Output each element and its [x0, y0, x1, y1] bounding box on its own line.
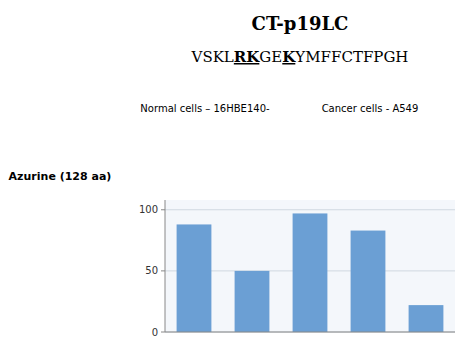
- bar: [235, 271, 270, 332]
- x-axis-line: [165, 332, 455, 333]
- annotation: Azurine (128 aa): [9, 170, 112, 183]
- bar: [293, 213, 328, 332]
- y-tick: [161, 270, 165, 271]
- plot-background: [165, 200, 455, 332]
- sequence-highlight: RK: [234, 48, 260, 66]
- y-tick-label: 0: [152, 327, 158, 338]
- y-tick-label: 50: [145, 265, 158, 276]
- y-tick-label: 100: [139, 204, 158, 215]
- y-tick: [161, 332, 165, 333]
- bar: [177, 224, 212, 332]
- grid-line: [165, 332, 455, 333]
- title: CT-p19LC: [252, 13, 349, 34]
- annotation: Cancer cells - A549: [322, 103, 419, 114]
- chart: CT-p19LC VSKLRKGEKYMFFCTFPGH Azurine (128 …: [0, 0, 467, 350]
- annotation: Normal cells – 16HBE140-: [140, 103, 270, 114]
- bars: [177, 213, 444, 332]
- bar: [409, 305, 444, 332]
- sequence-part: GE: [259, 48, 282, 66]
- sequence-part: VSKL: [191, 48, 234, 66]
- sequence-part: YMFFCTFPGH: [294, 48, 408, 66]
- y-axis-line: [165, 200, 166, 332]
- y-tick: [161, 209, 165, 210]
- grid-line: [165, 209, 455, 210]
- bar: [351, 231, 386, 332]
- sequence-highlight: K: [282, 48, 296, 66]
- plot: [165, 200, 455, 332]
- sequence: VSKLRKGEKYMFFCTFPGH: [191, 48, 409, 66]
